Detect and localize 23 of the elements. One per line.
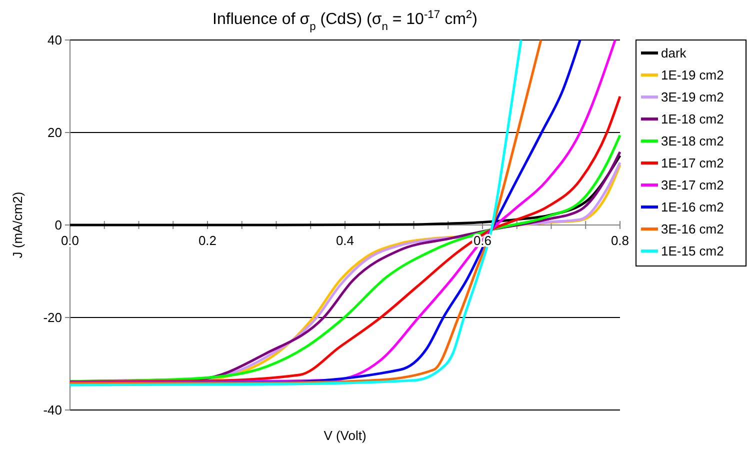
- legend-label: 3E-18 cm2: [661, 134, 724, 149]
- legend-label: 3E-16 cm2: [661, 222, 724, 237]
- legend-label: dark: [661, 46, 687, 61]
- y-tick-label: 40: [48, 32, 62, 48]
- legend-label: 1E-16 cm2: [661, 200, 724, 215]
- x-tick-label: 0.6: [473, 233, 492, 248]
- y-tick-label: 20: [48, 125, 62, 140]
- y-tick-label: -20: [43, 310, 62, 326]
- legend-label: 3E-19 cm2: [661, 90, 724, 105]
- y-tick-label: -40: [43, 402, 62, 418]
- legend-label: 3E-17 cm2: [661, 178, 724, 193]
- chart-title: Influence of σ$_{p}$ (CdS) (σ$_{n}$ = 10$^{-17}$ cm$^{2}$): [212, 9, 478, 33]
- x-tick-label: 0.2: [198, 233, 217, 248]
- y-axis-title: J (mA/cm2): [10, 192, 25, 258]
- x-axis-title: V (Volt): [324, 428, 366, 443]
- x-tick-label: 0.8: [610, 233, 630, 248]
- x-tick-label: 0.0: [60, 233, 80, 248]
- legend-label: 1E-19 cm2: [661, 68, 724, 83]
- legend-label: 1E-15 cm2: [661, 244, 724, 259]
- x-tick-label: 0.4: [336, 233, 354, 248]
- legend-label: 1E-17 cm2: [661, 156, 724, 171]
- legend-label: 1E-18 cm2: [661, 112, 724, 127]
- y-tick-label: 0: [54, 218, 62, 233]
